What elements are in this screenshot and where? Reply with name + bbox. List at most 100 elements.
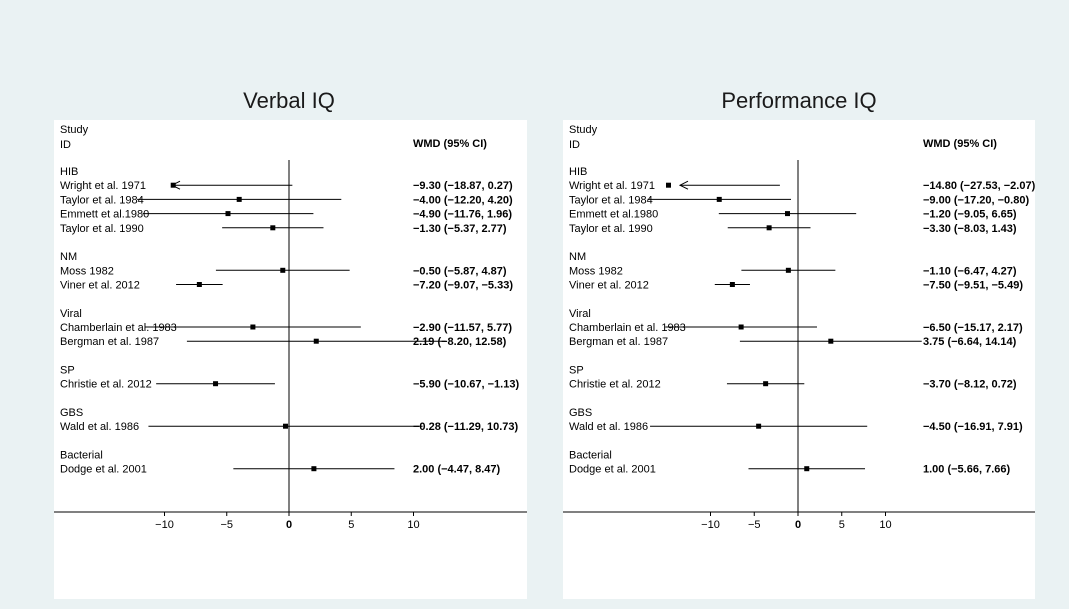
x-tick-label: 0 [795,519,801,531]
effect-estimate-label: −4.50 (−16.91, 7.91) [923,421,1023,433]
effect-estimate-label: −9.30 (−18.87, 0.27) [413,180,513,192]
study-label: Viner et al. 2012 [60,280,140,292]
effect-estimate-label: −7.20 (−9.07, −5.33) [413,280,513,292]
group-label: HIB [60,166,78,178]
x-tick-label: −10 [701,519,720,531]
effect-estimate-label: −4.90 (−11.76, 1.96) [413,209,512,221]
point-estimate-marker [196,282,202,287]
effect-estimate-label: −4.00 (−12.20, 4.20) [413,194,513,206]
group-label: SP [60,365,75,377]
study-label: Christie et al. 2012 [60,379,152,391]
study-label: Wald et al. 1986 [60,421,139,433]
point-estimate-marker [170,182,176,188]
point-estimate-marker [250,324,256,330]
x-tick-label: 0 [286,519,292,531]
effect-estimate-label: −14.80 (−27.53, −2.07) [923,180,1036,192]
study-label: Christie et al. 2012 [569,379,661,391]
point-estimate-marker [756,423,762,429]
plot-area [563,120,1035,599]
effect-header: WMD (95% CI) [413,138,487,150]
point-estimate-marker [313,338,319,344]
effect-estimate-label: −3.30 (−8.03, 1.43) [923,223,1017,235]
study-label: Dodge et al. 2001 [60,464,147,476]
effect-estimate-label: −3.70 (−8.12, 0.72) [923,379,1017,391]
group-label: Bacterial [60,450,103,462]
point-estimate-marker [311,466,317,472]
point-estimate-marker [225,211,231,217]
point-estimate-marker [766,225,772,231]
study-label: Taylor et al. 1990 [569,223,653,235]
id-header: ID [60,139,71,151]
effect-estimate-label: 2.19 (−8.20, 12.58) [413,336,507,348]
performance-iq-panel: Performance IQ Study ID WMD (95% CI) HIB Wrig… [563,88,1036,599]
effect-header: WMD (95% CI) [923,138,997,150]
group-label: Viral [60,308,82,320]
chart-title: Performance IQ [721,88,876,113]
effect-estimate-label: −7.50 (−9.51, −5.49) [923,280,1023,292]
x-tick-label: 10 [879,519,891,531]
ci-truncation-arrow [678,180,689,190]
study-label: Viner et al. 2012 [569,280,649,292]
point-estimate-marker [729,282,735,287]
id-header: ID [569,139,580,151]
group-label: SP [569,365,584,377]
point-estimate-marker [785,211,790,217]
x-tick-label: 5 [348,519,354,531]
study-label: Emmett et al.1980 [60,209,149,221]
study-label: Chamberlain et al. 1983 [569,322,686,334]
study-label: Bergman et al. 1987 [569,336,668,348]
study-header: Study [569,124,598,136]
effect-estimate-label: 1.00 (−5.66, 7.66) [923,464,1010,476]
group-label: Bacterial [569,450,612,462]
group-label: GBS [569,407,592,419]
point-estimate-marker [738,324,744,330]
point-estimate-marker [785,267,791,273]
effect-estimate-label: −2.90 (−11.57, 5.77) [413,322,512,334]
effect-estimate-label: −9.00 (−17.20, −0.80) [923,194,1029,206]
effect-estimate-label: −1.20 (−9.05, 6.65) [923,209,1017,221]
study-label: Wald et al. 1986 [569,421,648,433]
x-tick-label: −10 [155,519,174,531]
effect-estimate-label: −1.30 (−5.37, 2.77) [413,223,507,235]
point-estimate-marker [270,225,276,231]
point-estimate-marker [213,381,219,387]
study-label: Bergman et al. 1987 [60,336,159,348]
point-estimate-marker [666,182,671,188]
x-tick-label: 10 [407,519,419,531]
study-label: Chamberlain et al. 1983 [60,322,177,334]
group-label: GBS [60,407,83,419]
effect-estimate-label: 3.75 (−6.64, 14.14) [923,336,1017,348]
study-label: Taylor et al. 1990 [60,223,144,235]
effect-estimate-label: −0.50 (−5.87, 4.87) [413,265,507,277]
group-label: HIB [569,166,587,178]
group-label: NM [569,251,586,263]
point-estimate-marker [283,423,289,429]
point-estimate-marker [804,466,810,472]
group-label: NM [60,251,77,263]
x-tick-label: −5 [748,519,761,531]
effect-estimate-label: −0.28 (−11.29, 10.73) [413,421,519,433]
x-tick-label: 5 [839,519,845,531]
chart-title: Verbal IQ [243,88,335,113]
study-label: Wright et al. 1971 [60,180,146,192]
x-tick-label: −5 [220,519,233,531]
point-estimate-marker [280,267,286,273]
point-estimate-marker [763,381,769,387]
verbal-iq-panel: Verbal IQ Study ID WMD (95% CI) HIB Wright et… [54,88,527,599]
study-label: Taylor et al. 1984 [569,194,653,206]
effect-estimate-label: −1.10 (−6.47, 4.27) [923,265,1017,277]
effect-estimate-label: 2.00 (−4.47, 8.47) [413,464,500,476]
study-label: Taylor et al. 1984 [60,194,144,206]
point-estimate-marker [716,196,722,202]
study-label: Moss 1982 [60,265,114,277]
point-estimate-marker [828,338,834,344]
study-label: Emmett et al.1980 [569,209,658,221]
effect-estimate-label: −5.90 (−10.67, −1.13) [413,379,519,391]
study-label: Dodge et al. 2001 [569,464,656,476]
effect-estimate-label: −6.50 (−15.17, 2.17) [923,322,1023,334]
study-label: Moss 1982 [569,265,623,277]
point-estimate-marker [236,196,242,202]
study-header: Study [60,124,89,136]
group-label: Viral [569,308,591,320]
